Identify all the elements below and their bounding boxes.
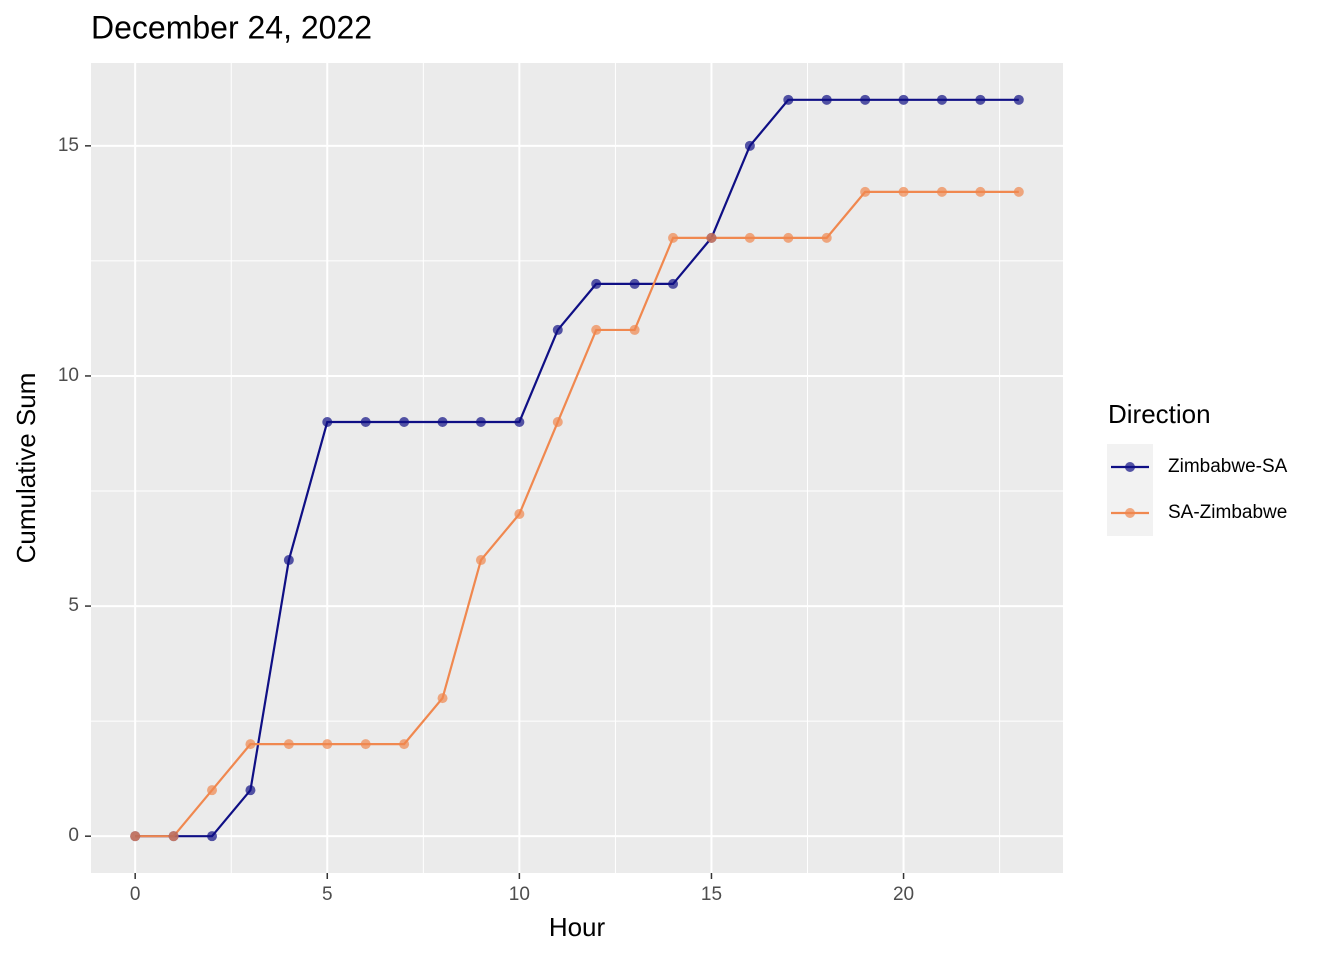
x-tick-label: 10 xyxy=(509,884,530,905)
panel xyxy=(91,63,1063,873)
data-point xyxy=(399,416,410,427)
data-point xyxy=(668,232,679,243)
data-point xyxy=(1013,186,1024,197)
data-point xyxy=(898,186,909,197)
data-point xyxy=(322,739,333,750)
data-point xyxy=(706,232,717,243)
y-axis-label: Cumulative Sum xyxy=(11,373,41,564)
legend-label: Zimbabwe-SA xyxy=(1168,456,1288,477)
y-tick-label: 5 xyxy=(68,595,79,616)
legend-key-point xyxy=(1125,462,1135,472)
legend-key-background xyxy=(1107,444,1153,536)
y-tick-label: 10 xyxy=(58,365,79,386)
data-point xyxy=(783,94,794,105)
data-point xyxy=(936,186,947,197)
data-point xyxy=(437,416,448,427)
data-point xyxy=(629,324,640,335)
data-point xyxy=(821,94,832,105)
x-tick-label: 5 xyxy=(322,884,333,905)
data-point xyxy=(245,785,256,796)
data-point xyxy=(1013,94,1024,105)
data-point xyxy=(744,232,755,243)
chart-title: December 24, 2022 xyxy=(91,9,372,45)
data-point xyxy=(245,739,256,750)
data-point xyxy=(399,739,410,750)
data-point xyxy=(283,739,294,750)
data-point xyxy=(322,416,333,427)
data-point xyxy=(207,785,218,796)
data-point xyxy=(744,140,755,151)
data-point xyxy=(514,416,525,427)
data-point xyxy=(360,739,371,750)
legend-label: SA-Zimbabwe xyxy=(1168,502,1287,523)
data-point xyxy=(168,831,179,842)
data-point xyxy=(283,555,294,566)
data-point xyxy=(975,186,986,197)
data-point xyxy=(552,324,563,335)
data-point xyxy=(591,278,602,289)
data-point xyxy=(821,232,832,243)
data-point xyxy=(130,831,141,842)
data-point xyxy=(360,416,371,427)
data-point xyxy=(975,94,986,105)
data-point xyxy=(783,232,794,243)
x-axis-label: Hour xyxy=(549,912,606,942)
data-point xyxy=(552,416,563,427)
data-point xyxy=(591,324,602,335)
y-tick-label: 0 xyxy=(68,825,79,846)
data-point xyxy=(898,94,909,105)
data-point xyxy=(207,831,218,842)
x-tick-label: 20 xyxy=(893,884,914,905)
data-point xyxy=(936,94,947,105)
data-point xyxy=(668,278,679,289)
x-tick-label: 0 xyxy=(130,884,141,905)
x-tick-label: 15 xyxy=(701,884,722,905)
data-point xyxy=(860,94,871,105)
data-point xyxy=(629,278,640,289)
legend-key-point xyxy=(1125,508,1135,518)
y-tick-label: 15 xyxy=(58,135,79,156)
series-line xyxy=(135,98,1019,838)
data-point xyxy=(860,186,871,197)
data-point xyxy=(437,693,448,704)
data-point xyxy=(514,509,525,520)
data-point xyxy=(475,555,486,566)
series-line xyxy=(135,190,1019,838)
data-point xyxy=(475,416,486,427)
legend-title: Direction xyxy=(1108,399,1211,429)
